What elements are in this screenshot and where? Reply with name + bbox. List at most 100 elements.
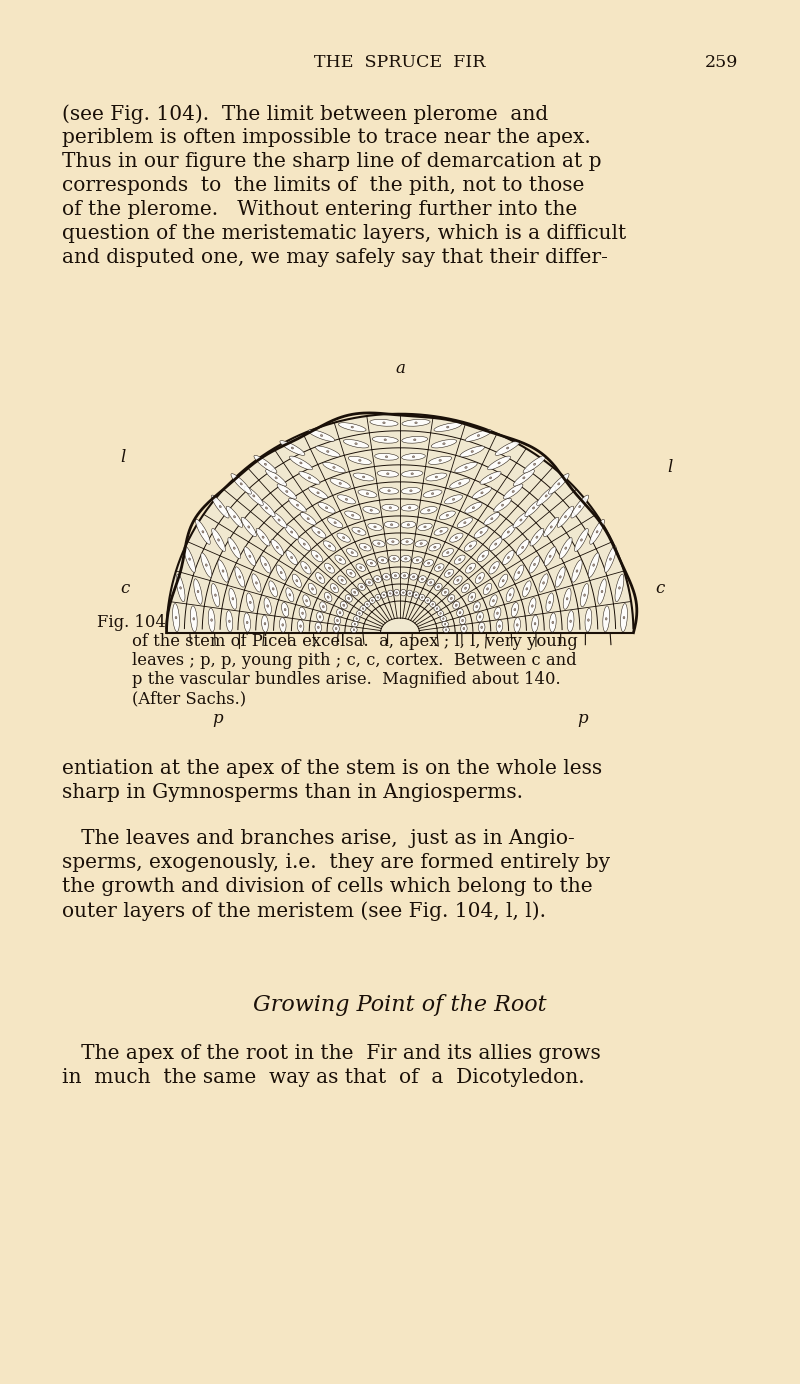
Ellipse shape: [351, 552, 354, 554]
Ellipse shape: [532, 616, 538, 632]
Ellipse shape: [388, 490, 390, 491]
Ellipse shape: [411, 473, 414, 475]
Ellipse shape: [478, 577, 481, 579]
Ellipse shape: [445, 569, 454, 577]
Ellipse shape: [278, 519, 280, 522]
Ellipse shape: [503, 484, 523, 500]
Ellipse shape: [173, 603, 179, 631]
Text: (see Fig. 104).  The limit between plerome  and: (see Fig. 104). The limit between plerom…: [62, 104, 548, 123]
Ellipse shape: [615, 574, 624, 602]
Ellipse shape: [364, 601, 370, 608]
Ellipse shape: [520, 519, 522, 522]
Ellipse shape: [576, 570, 578, 572]
Ellipse shape: [450, 598, 452, 599]
Ellipse shape: [621, 603, 627, 631]
Ellipse shape: [438, 585, 439, 588]
Ellipse shape: [407, 590, 413, 597]
Ellipse shape: [507, 531, 510, 533]
Ellipse shape: [309, 487, 327, 498]
Ellipse shape: [353, 628, 354, 631]
Ellipse shape: [371, 599, 374, 601]
Ellipse shape: [296, 504, 298, 507]
Ellipse shape: [282, 624, 284, 626]
Ellipse shape: [545, 495, 547, 497]
Ellipse shape: [427, 562, 430, 565]
Ellipse shape: [465, 466, 467, 468]
Ellipse shape: [459, 612, 461, 614]
Ellipse shape: [377, 471, 398, 477]
Ellipse shape: [312, 527, 326, 538]
Ellipse shape: [286, 551, 298, 565]
Ellipse shape: [327, 597, 329, 598]
Ellipse shape: [507, 556, 510, 559]
Ellipse shape: [338, 495, 355, 504]
Ellipse shape: [226, 610, 233, 632]
Ellipse shape: [509, 594, 511, 597]
Ellipse shape: [434, 563, 444, 572]
Ellipse shape: [571, 495, 589, 518]
Ellipse shape: [315, 446, 340, 457]
Ellipse shape: [343, 440, 369, 448]
Ellipse shape: [558, 507, 574, 527]
Ellipse shape: [317, 612, 323, 621]
Ellipse shape: [420, 543, 422, 544]
Ellipse shape: [434, 547, 436, 548]
Ellipse shape: [534, 563, 535, 566]
Ellipse shape: [327, 518, 342, 527]
Ellipse shape: [523, 455, 546, 473]
Ellipse shape: [497, 612, 498, 614]
Ellipse shape: [502, 551, 514, 565]
Ellipse shape: [476, 605, 478, 608]
Ellipse shape: [415, 594, 417, 595]
Ellipse shape: [282, 602, 289, 617]
Ellipse shape: [455, 603, 458, 606]
Ellipse shape: [588, 552, 599, 577]
Ellipse shape: [377, 597, 378, 598]
Text: of the stem of Picea excelsa.  a, apex ; l, l, very young: of the stem of Picea excelsa. a, apex ; …: [132, 632, 578, 650]
Ellipse shape: [370, 419, 398, 426]
Text: p the vascular bundles arise.  Magnified about 140.: p the vascular bundles arise. Magnified …: [132, 671, 561, 688]
Ellipse shape: [416, 559, 418, 561]
Ellipse shape: [354, 616, 360, 621]
Ellipse shape: [434, 422, 462, 432]
Ellipse shape: [472, 507, 474, 509]
Ellipse shape: [214, 594, 216, 597]
Ellipse shape: [442, 548, 454, 556]
Ellipse shape: [280, 440, 305, 455]
Ellipse shape: [601, 591, 603, 592]
Ellipse shape: [242, 518, 256, 537]
Ellipse shape: [464, 541, 477, 551]
Ellipse shape: [452, 498, 454, 501]
Ellipse shape: [480, 472, 501, 484]
Ellipse shape: [374, 454, 398, 459]
Ellipse shape: [470, 567, 472, 569]
Text: The apex of the root in the  Fir and its allies grows: The apex of the root in the Fir and its …: [62, 1044, 601, 1063]
Ellipse shape: [425, 598, 430, 603]
Ellipse shape: [475, 573, 485, 584]
Ellipse shape: [464, 522, 466, 523]
Text: entiation at the apex of the stem is on the whole less: entiation at the apex of the stem is on …: [62, 758, 602, 778]
Ellipse shape: [412, 455, 414, 458]
Ellipse shape: [463, 627, 465, 630]
Ellipse shape: [490, 477, 492, 479]
Ellipse shape: [363, 507, 379, 513]
Ellipse shape: [238, 576, 241, 579]
Ellipse shape: [373, 540, 385, 547]
Text: sharp in Gymnosperms than in Angiosperms.: sharp in Gymnosperms than in Angiosperms…: [62, 783, 523, 801]
Ellipse shape: [340, 602, 347, 609]
Ellipse shape: [353, 473, 374, 480]
Ellipse shape: [414, 422, 418, 424]
Ellipse shape: [516, 624, 518, 626]
Ellipse shape: [498, 574, 508, 587]
Ellipse shape: [328, 567, 330, 569]
Ellipse shape: [435, 476, 438, 477]
Ellipse shape: [458, 483, 461, 484]
Ellipse shape: [480, 531, 482, 533]
Ellipse shape: [402, 487, 421, 494]
Ellipse shape: [291, 447, 294, 448]
Ellipse shape: [391, 573, 399, 579]
Ellipse shape: [514, 609, 516, 610]
Ellipse shape: [240, 483, 242, 484]
Ellipse shape: [389, 507, 392, 509]
Ellipse shape: [266, 469, 286, 486]
